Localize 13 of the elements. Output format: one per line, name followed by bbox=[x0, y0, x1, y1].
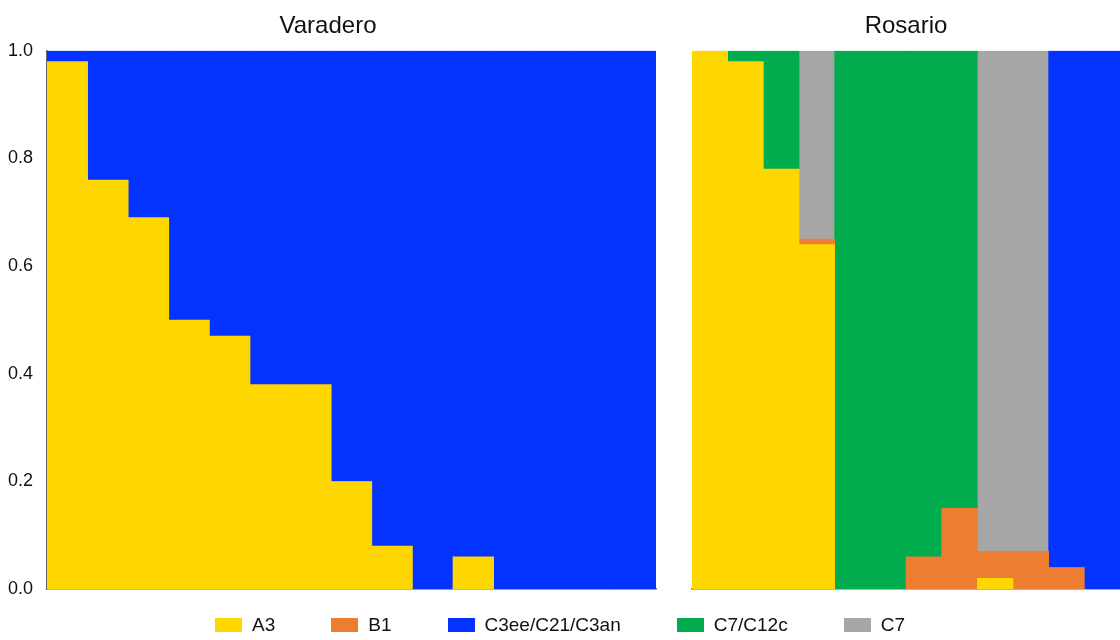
chart-title: Varadero bbox=[279, 11, 377, 39]
y-tick-label: 0.2 bbox=[7, 470, 34, 491]
y-tick-label: 0.8 bbox=[7, 147, 34, 168]
legend-label: C3ee/C21/C3an bbox=[484, 614, 621, 636]
legend-label: A3 bbox=[252, 614, 276, 636]
y-tick-label: 1.0 bbox=[7, 39, 34, 60]
y-tick-label: 0.6 bbox=[7, 255, 34, 276]
legend-label: C7/C12c bbox=[713, 614, 788, 636]
legend-label: C7 bbox=[880, 614, 905, 636]
y-tick-label: 0.0 bbox=[7, 578, 34, 599]
legend-label: B1 bbox=[368, 614, 392, 636]
y-tick-label: 0.4 bbox=[7, 362, 34, 383]
chart-title: Rosario bbox=[864, 11, 948, 39]
